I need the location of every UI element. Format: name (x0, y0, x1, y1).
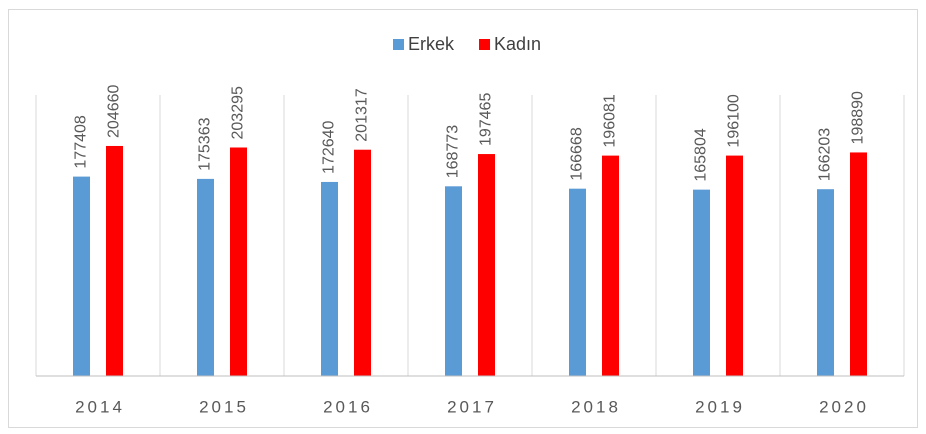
data-label: 197465 (478, 93, 495, 146)
bar (73, 176, 90, 376)
data-label: 196100 (726, 94, 743, 147)
data-label: 168773 (445, 125, 462, 178)
chart-border (8, 9, 918, 428)
data-label: 172640 (321, 120, 338, 173)
x-tick-label: 2014 (75, 397, 125, 416)
legend-swatch (479, 39, 491, 50)
x-tick-label: 2016 (323, 397, 373, 416)
x-tick-label: 2020 (819, 397, 869, 416)
data-label: 201317 (354, 88, 371, 141)
bar (106, 145, 123, 376)
data-label: 196081 (602, 94, 619, 147)
bar (445, 186, 462, 376)
bar (850, 152, 867, 376)
legend-label: Erkek (408, 34, 455, 54)
bar (569, 188, 586, 376)
data-label: 175363 (197, 117, 214, 170)
data-label: 198890 (850, 91, 867, 144)
legend-label: Kadın (494, 34, 541, 54)
bar (817, 189, 834, 376)
x-tick-label: 2017 (447, 397, 497, 416)
bar (354, 149, 371, 376)
x-tick-label: 2019 (695, 397, 745, 416)
bar (197, 178, 214, 376)
data-label: 177408 (73, 115, 90, 168)
bar (602, 155, 619, 376)
data-label: 204660 (106, 84, 123, 137)
bar (321, 181, 338, 376)
x-tick-label: 2015 (199, 397, 249, 416)
bar (693, 189, 710, 376)
bar (230, 147, 247, 376)
x-tick-label: 2018 (571, 397, 621, 416)
bar (478, 154, 495, 376)
bar (726, 155, 743, 376)
data-label: 166203 (817, 128, 834, 181)
data-label: 166668 (569, 127, 586, 180)
data-label: 203295 (230, 86, 247, 139)
data-label: 165804 (693, 128, 710, 181)
legend-swatch (393, 39, 404, 50)
